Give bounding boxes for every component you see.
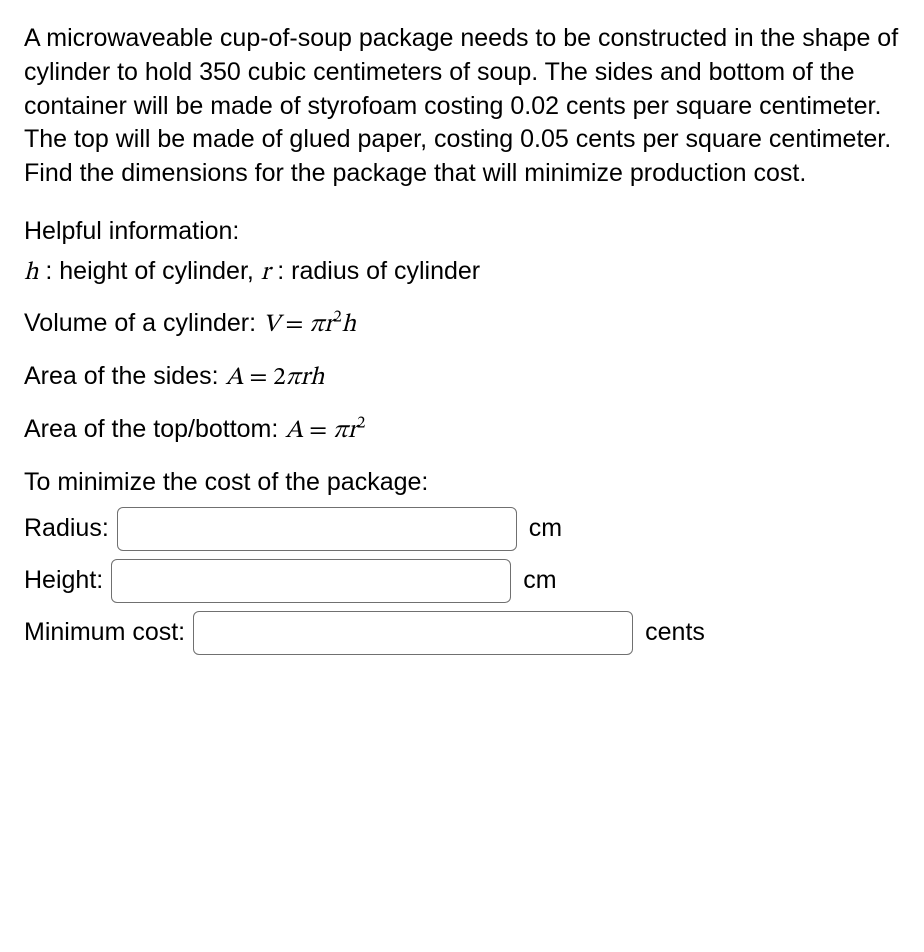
var-h-desc: : height of cylinder, [38,257,260,285]
formula-sides: Area of the sides: A = 2πrh [24,360,900,395]
formula-volume: Volume of a cylinder: V = πr2h [24,307,900,342]
formula-topbottom: Area of the top/bottom: A = πr2 [24,413,900,448]
var-r-desc: : radius of cylinder [270,257,480,285]
variable-definitions: h : height of cylinder, r : radius of cy… [24,255,900,290]
formula-volume-label: Volume of a cylinder: [24,309,263,337]
var-h: h [24,260,38,285]
radius-label: Radius: [24,512,109,546]
radius-input[interactable] [117,507,517,551]
formula-topbottom-label: Area of the top/bottom: [24,415,285,443]
cost-label: Minimum cost: [24,616,185,650]
formula-sides-math: A = 2πrh [226,365,325,390]
formula-sides-label: Area of the sides: [24,362,226,390]
radius-row: Radius: cm [24,507,900,551]
helpful-info-heading: Helpful information: [24,215,900,249]
var-r: r [261,260,271,285]
height-input[interactable] [111,559,511,603]
formula-volume-math: V = πr2h [263,312,356,337]
minimize-cost-header: To minimize the cost of the package: [24,466,900,500]
cost-input[interactable] [193,611,633,655]
cost-row: Minimum cost: cents [24,611,900,655]
height-unit: cm [523,564,556,598]
height-label: Height: [24,564,103,598]
problem-statement: A microwaveable cup-of-soup package need… [24,22,900,191]
height-row: Height: cm [24,559,900,603]
formula-topbottom-math: A = πr2 [285,418,365,443]
radius-unit: cm [529,512,562,546]
cost-unit: cents [645,616,705,650]
